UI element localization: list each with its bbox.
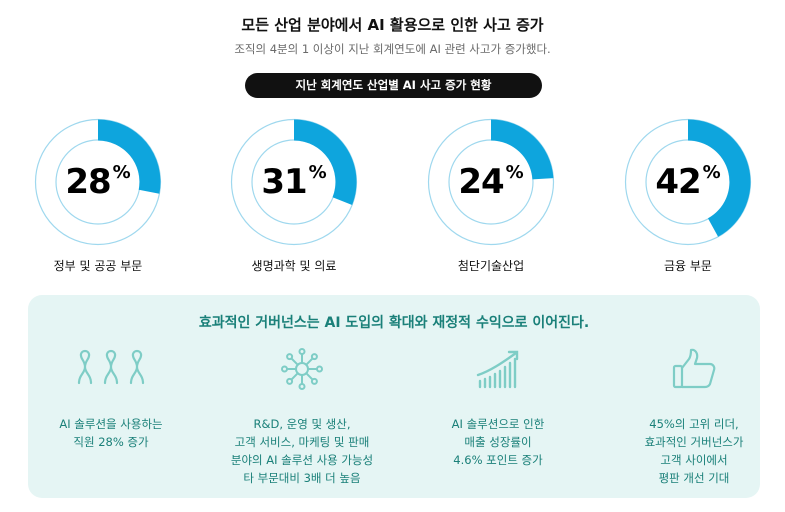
feature-line: AI 솔루션으로 인한 bbox=[451, 417, 545, 431]
stat-life-sciences: 31 % 생명과학 및 의료 bbox=[224, 118, 364, 274]
feature-line: 4.6% 포인트 증가 bbox=[453, 453, 543, 467]
stat-label: 생명과학 및 의료 bbox=[251, 259, 337, 273]
stat-unit: % bbox=[702, 162, 721, 183]
stat-finance: 42 % 금융 부문 bbox=[618, 118, 758, 274]
stat-label: 정부 및 공공 부문 bbox=[53, 259, 143, 273]
donut-chart: 42 % bbox=[624, 118, 752, 246]
feature-line: AI 솔루션을 사용하는 bbox=[59, 417, 163, 431]
feature-line: 고객 서비스, 마케팅 및 판매 bbox=[234, 435, 370, 449]
governance-panel: 효과적인 거버넌스는 AI 도입의 확대와 재정적 수익으로 이어진다. AI … bbox=[28, 295, 760, 498]
stat-value: 42 bbox=[655, 162, 701, 202]
feature-line: 타 부문대비 3배 더 높음 bbox=[243, 471, 361, 485]
donut-arc bbox=[688, 119, 751, 237]
donut-arc bbox=[294, 119, 357, 206]
section-pill: 지난 회계연도 산업별 AI 사고 증가 현황 bbox=[245, 73, 542, 98]
donut-chart: 31 % bbox=[230, 118, 358, 246]
feature-item: AI 솔루션을 사용하는 직원 28% 증가 bbox=[26, 347, 196, 451]
donut-svg bbox=[230, 118, 358, 246]
feature-line: 평판 개선 기대 bbox=[658, 471, 730, 485]
feature-line: 분야의 AI 솔루션 사용 가능성 bbox=[230, 453, 374, 467]
donut-chart: 28 % bbox=[34, 118, 162, 246]
donut-arc bbox=[491, 119, 554, 180]
feature-text: 45%의 고위 리더, 효과적인 거버넌스가 고객 사이에서 평판 개선 기대 bbox=[609, 415, 779, 487]
donut-svg bbox=[34, 118, 162, 246]
page-subtitle: 조직의 4분의 1 이상이 지난 회계연도에 AI 관련 사고가 증가했다. bbox=[234, 42, 551, 56]
people-icon bbox=[77, 349, 145, 385]
thumbs-up-icon bbox=[672, 348, 716, 389]
stat-value: 24 bbox=[458, 162, 504, 202]
feature-line: 45%의 고위 리더, bbox=[649, 417, 739, 431]
stat-label: 첨단기술산업 bbox=[457, 259, 525, 273]
page-title: 모든 산업 분야에서 AI 활용으로 인한 사고 증가 bbox=[241, 16, 544, 34]
donut-svg bbox=[427, 118, 555, 246]
stat-value: 28 bbox=[65, 162, 111, 202]
feature-item: 45%의 고위 리더, 효과적인 거버넌스가 고객 사이에서 평판 개선 기대 bbox=[609, 347, 779, 487]
stat-high-tech: 24 % 첨단기술산업 bbox=[421, 118, 561, 274]
feature-item: AI 솔루션으로 인한 매출 성장률이 4.6% 포인트 증가 bbox=[413, 347, 583, 469]
donut-chart: 24 % bbox=[427, 118, 555, 246]
feature-text: AI 솔루션으로 인한 매출 성장률이 4.6% 포인트 증가 bbox=[413, 415, 583, 469]
feature-line: 매출 성장률이 bbox=[464, 435, 532, 449]
feature-text: AI 솔루션을 사용하는 직원 28% 증가 bbox=[26, 415, 196, 451]
feature-line: 효과적인 거버넌스가 bbox=[644, 435, 744, 449]
stat-unit: % bbox=[505, 162, 524, 183]
stat-unit: % bbox=[308, 162, 327, 183]
feature-item: R&D, 운영 및 생산, 고객 서비스, 마케팅 및 판매 분야의 AI 솔루… bbox=[217, 347, 387, 487]
feature-line: R&D, 운영 및 생산, bbox=[253, 417, 351, 431]
donut-svg bbox=[624, 118, 752, 246]
network-icon bbox=[281, 348, 323, 390]
stat-unit: % bbox=[112, 162, 131, 183]
feature-text: R&D, 운영 및 생산, 고객 서비스, 마케팅 및 판매 분야의 AI 솔루… bbox=[217, 415, 387, 487]
feature-line: 직원 28% 증가 bbox=[73, 435, 149, 449]
feature-line: 고객 사이에서 bbox=[660, 453, 728, 467]
donut-arc bbox=[98, 119, 161, 194]
stat-label: 금융 부문 bbox=[664, 259, 712, 273]
growth-chart-icon bbox=[476, 350, 519, 389]
stat-government: 28 % 정부 및 공공 부문 bbox=[28, 118, 168, 274]
stat-value: 31 bbox=[261, 162, 307, 202]
panel-title: 효과적인 거버넌스는 AI 도입의 확대와 재정적 수익으로 이어진다. bbox=[198, 315, 590, 331]
